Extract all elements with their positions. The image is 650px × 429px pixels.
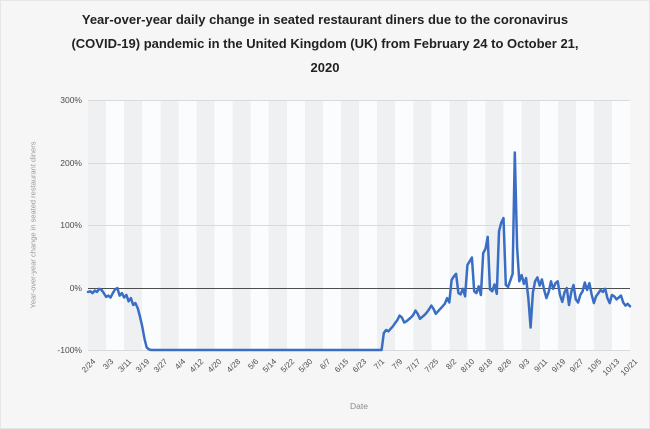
chart-title-line-2: (COVID-19) pandemic in the United Kingdo… xyxy=(71,36,579,51)
chart-title: Year-over-year daily change in seated re… xyxy=(25,8,625,80)
y-tick-label: -100% xyxy=(57,345,82,355)
y-tick-label: 200% xyxy=(60,157,82,168)
chart-title-line-1: Year-over-year daily change in seated re… xyxy=(81,12,569,27)
gridline xyxy=(88,225,630,226)
line-chart-canvas xyxy=(86,151,632,352)
gridline xyxy=(88,162,630,164)
y-tick-label: 100% xyxy=(60,220,82,230)
chart-title-line-3: 2020 xyxy=(310,60,340,75)
y-tick-label: 0% xyxy=(69,282,82,293)
line-series xyxy=(86,151,632,352)
x-axis-title: Date xyxy=(350,401,368,411)
y-tick-label: 300% xyxy=(60,95,82,105)
plot-area xyxy=(86,100,632,352)
zero-gridline xyxy=(88,287,630,289)
gridline xyxy=(88,100,630,101)
